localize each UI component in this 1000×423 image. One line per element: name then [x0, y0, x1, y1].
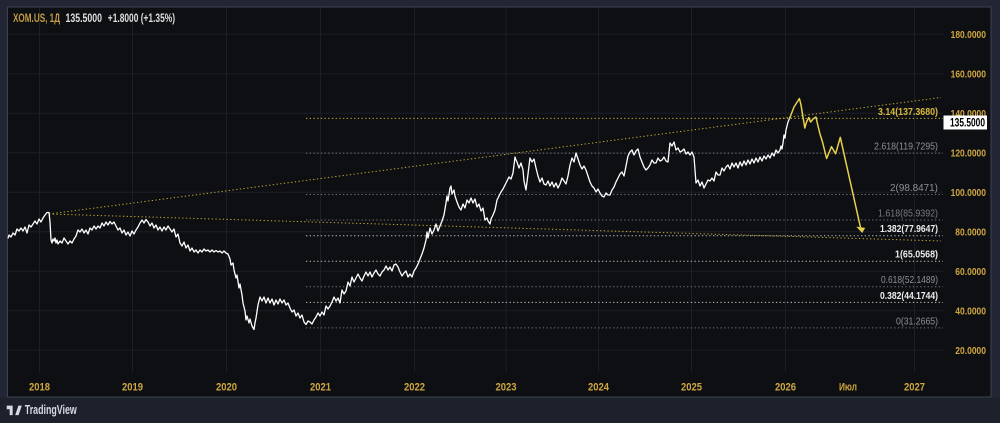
svg-text:120.0000: 120.0000 — [951, 147, 987, 159]
svg-text:2026: 2026 — [775, 381, 796, 393]
svg-text:0.618(52.1489): 0.618(52.1489) — [881, 274, 938, 286]
svg-text:XOM.US, 1Д: XOM.US, 1Д — [13, 11, 60, 25]
svg-text:160.0000: 160.0000 — [951, 68, 987, 80]
svg-text:20.0000: 20.0000 — [955, 345, 986, 357]
svg-text:2.618(119.7295): 2.618(119.7295) — [874, 141, 938, 153]
svg-text:1.618(85.9392): 1.618(85.9392) — [878, 208, 938, 220]
svg-text:2027: 2027 — [904, 381, 925, 393]
svg-text:80.0000: 80.0000 — [955, 226, 986, 238]
svg-text:2019: 2019 — [122, 381, 143, 393]
svg-text:40.0000: 40.0000 — [955, 305, 986, 317]
svg-text:100.0000: 100.0000 — [951, 187, 987, 199]
svg-text:1.382(77.9647): 1.382(77.9647) — [880, 223, 938, 235]
svg-text:135.5000: 135.5000 — [66, 11, 103, 25]
svg-text:3.14(137.3680): 3.14(137.3680) — [878, 106, 938, 118]
svg-text:2023: 2023 — [496, 381, 517, 393]
svg-text:2018: 2018 — [29, 381, 50, 393]
svg-text:0.382(44.1744): 0.382(44.1744) — [880, 290, 938, 302]
svg-text:135.5000: 135.5000 — [950, 115, 985, 129]
svg-text:0(31.2665): 0(31.2665) — [896, 315, 938, 327]
svg-text:2022: 2022 — [404, 381, 425, 393]
svg-text:2025: 2025 — [681, 381, 702, 393]
svg-text:60.0000: 60.0000 — [955, 266, 986, 278]
svg-text:180.0000: 180.0000 — [951, 29, 987, 41]
svg-text:1(65.0568): 1(65.0568) — [895, 249, 938, 261]
svg-text:TradingView: TradingView — [25, 403, 77, 417]
svg-text:2024: 2024 — [588, 381, 610, 393]
svg-text:2021: 2021 — [310, 381, 331, 393]
svg-text:Июл: Июл — [839, 381, 857, 393]
svg-text:2020: 2020 — [216, 381, 237, 393]
svg-text:+1.8000 (+1.35%): +1.8000 (+1.35%) — [108, 11, 175, 25]
svg-text:2(98.8471): 2(98.8471) — [890, 182, 938, 194]
